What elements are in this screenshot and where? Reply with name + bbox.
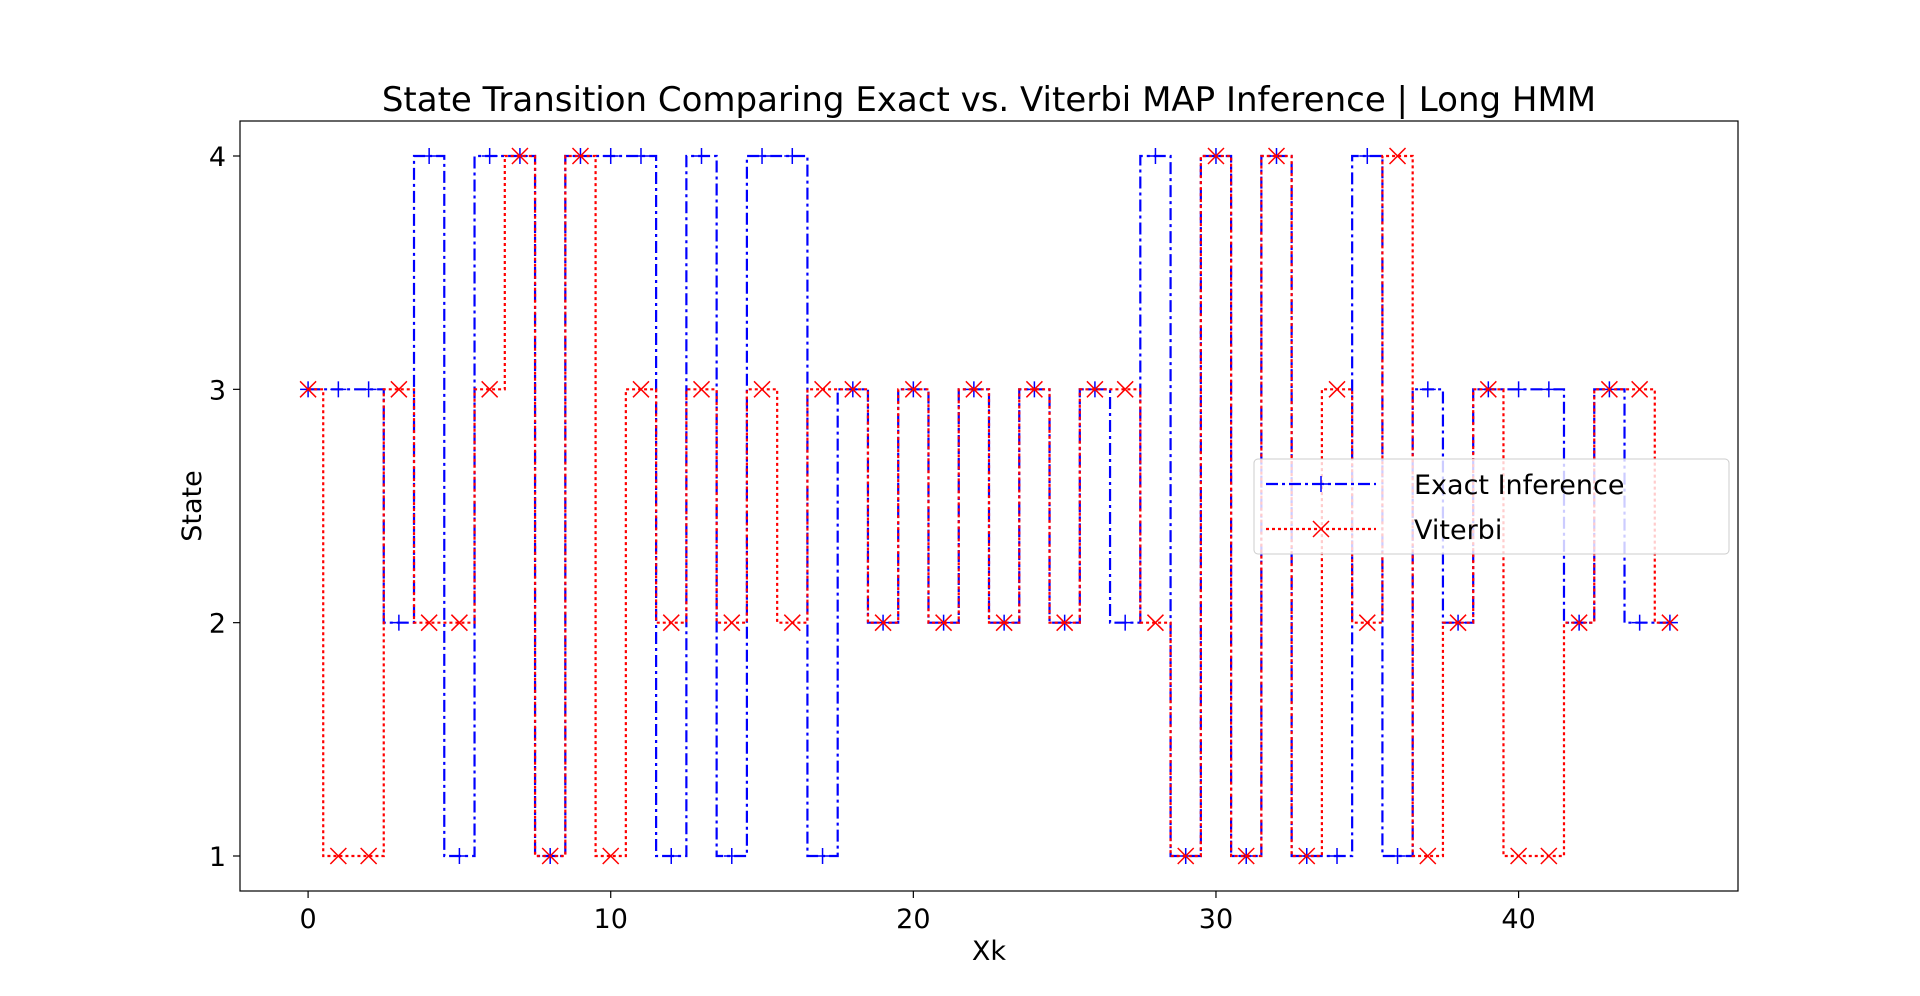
y-tick-label: 1 (209, 842, 226, 873)
x-tick-label: 0 (299, 904, 316, 935)
plus-marker (602, 148, 619, 164)
x-marker (723, 614, 741, 632)
x-marker (995, 614, 1013, 632)
legend: Exact Inference Viterbi (1253, 458, 1730, 555)
plus-marker (814, 848, 831, 864)
plus-marker (754, 148, 771, 164)
plus-marker (693, 148, 710, 164)
plus-marker (451, 848, 468, 864)
x-marker (1600, 380, 1618, 398)
x-marker (1177, 847, 1195, 865)
plus-marker (1419, 381, 1436, 398)
plus-marker (1510, 381, 1527, 398)
x-tick-label: 20 (896, 904, 930, 935)
x-marker (299, 380, 317, 398)
x-marker (1570, 614, 1588, 632)
legend-label: Exact Inference (1414, 470, 1624, 501)
x-tick-label: 30 (1199, 904, 1233, 935)
x-marker (1207, 147, 1225, 165)
legend-item: Exact Inference (1266, 470, 1624, 501)
x-marker (1328, 380, 1346, 398)
plus-marker (1359, 148, 1376, 164)
plus-marker (390, 614, 407, 631)
plus-marker (360, 381, 377, 398)
x-marker (844, 380, 862, 398)
plus-marker (723, 848, 740, 864)
x-marker (1419, 847, 1437, 865)
x-marker (571, 147, 589, 165)
x-marker (1086, 380, 1104, 398)
x-marker (329, 847, 347, 865)
plot-marks (299, 147, 1679, 865)
y-axis-ticks: 1 2 3 4 (209, 142, 240, 873)
x-marker (1146, 614, 1164, 632)
x-marker (692, 380, 711, 398)
x-marker (541, 847, 559, 865)
x-marker (1025, 380, 1043, 398)
legend-item: Viterbi (1266, 515, 1502, 546)
x-marker (511, 147, 529, 165)
plus-marker (330, 381, 347, 398)
x-marker (1540, 847, 1558, 865)
x-marker (1312, 520, 1330, 538)
x-marker (1116, 380, 1134, 398)
legend-label: Viterbi (1414, 515, 1502, 546)
x-marker (783, 614, 801, 632)
x-tick-label: 10 (594, 904, 628, 935)
y-tick-label: 3 (209, 375, 226, 406)
plus-marker (1313, 476, 1329, 492)
x-marker (1358, 614, 1376, 632)
x-axis-label: Xk (972, 936, 1006, 967)
x-axis-ticks: 0 10 20 30 40 (299, 891, 1536, 935)
x-marker (904, 380, 922, 398)
x-marker (1056, 614, 1074, 632)
plus-marker (1389, 848, 1406, 864)
x-marker (1267, 147, 1286, 165)
x-marker (753, 380, 771, 398)
x-marker (965, 380, 983, 398)
x-marker (1298, 847, 1316, 865)
x-marker (935, 614, 953, 632)
x-marker (1449, 614, 1467, 632)
chart-title: State Transition Comparing Exact vs. Vit… (382, 80, 1596, 120)
plus-marker (1147, 148, 1164, 164)
x-marker (662, 614, 680, 632)
x-tick-label: 40 (1501, 904, 1535, 935)
plus-marker (784, 148, 801, 164)
axes-frame (239, 120, 1739, 892)
x-marker (1389, 147, 1407, 165)
y-axis-label: State (177, 470, 208, 541)
x-marker (450, 614, 468, 632)
x-marker (1661, 614, 1679, 632)
y-tick-label: 4 (209, 142, 226, 173)
x-marker (814, 380, 832, 398)
legend-box (1253, 458, 1730, 555)
plus-marker (1117, 614, 1134, 631)
series-line (308, 154, 1670, 858)
x-marker (1631, 380, 1649, 398)
x-marker (602, 847, 620, 865)
series-1 (299, 147, 1679, 865)
x-marker (420, 614, 438, 632)
y-tick-label: 2 (209, 609, 226, 640)
plus-marker (481, 148, 498, 164)
x-marker (390, 380, 408, 398)
x-marker (360, 847, 378, 865)
x-marker (874, 614, 892, 632)
plus-marker (1540, 381, 1557, 398)
x-marker (1510, 847, 1528, 865)
plus-marker (1329, 848, 1346, 864)
plus-marker (421, 148, 438, 164)
plus-marker (632, 148, 649, 164)
x-marker (1479, 380, 1497, 398)
x-marker (481, 380, 499, 398)
x-marker (632, 380, 650, 398)
plus-marker (663, 848, 680, 864)
x-marker (1237, 847, 1255, 865)
plus-marker (1631, 614, 1648, 631)
